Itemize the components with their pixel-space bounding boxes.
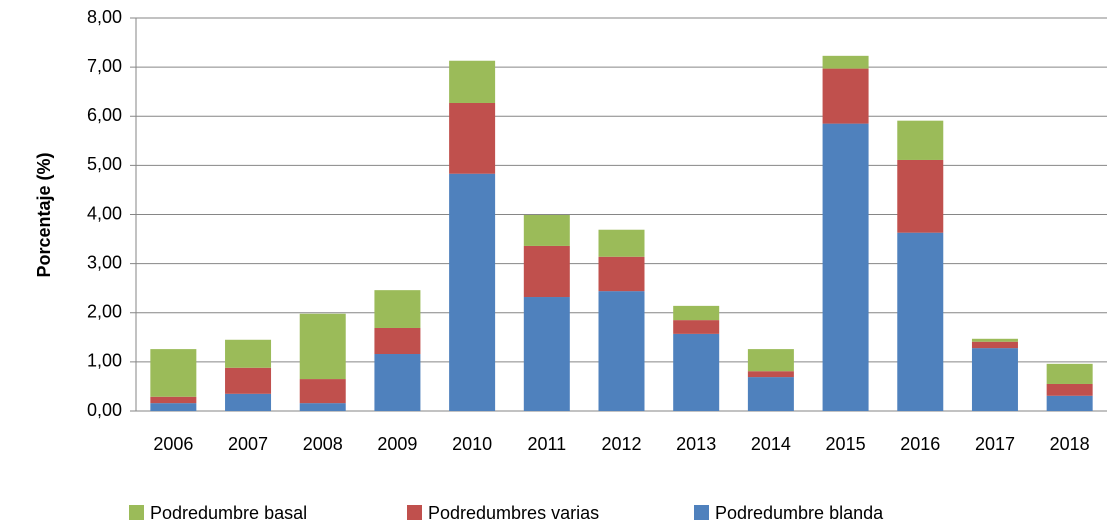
bar-segment bbox=[971, 348, 1018, 411]
x-tick-label: 2017 bbox=[975, 434, 1015, 454]
bar-segment bbox=[225, 339, 272, 368]
bar-segment bbox=[747, 349, 794, 372]
bar-segment bbox=[897, 120, 944, 160]
legend-swatch bbox=[129, 505, 144, 520]
bar-segment bbox=[374, 290, 421, 328]
bar-segment bbox=[449, 173, 496, 411]
y-tick-label: 4,00 bbox=[87, 203, 122, 223]
bar-segment bbox=[523, 297, 570, 411]
x-tick-label: 2014 bbox=[751, 434, 791, 454]
y-tick-label: 3,00 bbox=[87, 252, 122, 272]
y-tick-label: 5,00 bbox=[87, 154, 122, 174]
bar-segment bbox=[523, 214, 570, 246]
bar-segment bbox=[822, 68, 869, 124]
legend-swatch bbox=[407, 505, 422, 520]
bar-segment bbox=[897, 232, 944, 411]
x-tick-label: 2011 bbox=[527, 434, 566, 454]
bar-segment bbox=[299, 313, 346, 380]
bar-segment bbox=[971, 341, 1018, 349]
legend-label: Podredumbre basal bbox=[150, 503, 307, 523]
bar-segment bbox=[598, 256, 645, 292]
bar-segment bbox=[523, 245, 570, 298]
bar-segment bbox=[150, 403, 197, 411]
bar-segment bbox=[747, 371, 794, 378]
bar-segment bbox=[673, 333, 720, 411]
x-tick-label: 2008 bbox=[303, 434, 343, 454]
x-tick-label: 2009 bbox=[377, 434, 417, 454]
y-tick-label: 8,00 bbox=[87, 7, 122, 27]
bar-segment bbox=[673, 320, 720, 334]
bar-segment bbox=[1046, 395, 1093, 411]
legend-label: Podredumbre blanda bbox=[715, 503, 884, 523]
bar-segment bbox=[1046, 363, 1093, 384]
bar-segment bbox=[822, 55, 869, 69]
x-tick-label: 2006 bbox=[153, 434, 193, 454]
x-tick-label: 2018 bbox=[1050, 434, 1090, 454]
x-tick-label: 2012 bbox=[601, 434, 641, 454]
y-tick-label: 6,00 bbox=[87, 105, 122, 125]
bar-segment bbox=[897, 159, 944, 233]
x-tick-label: 2015 bbox=[826, 434, 866, 454]
bar-segment bbox=[374, 354, 421, 411]
bar-segment bbox=[1046, 383, 1093, 396]
bar-segment bbox=[673, 305, 720, 321]
bar-segment bbox=[225, 393, 272, 411]
x-tick-label: 2013 bbox=[676, 434, 716, 454]
x-tick-label: 2007 bbox=[228, 434, 268, 454]
x-tick-label: 2010 bbox=[452, 434, 492, 454]
x-tick-label: 2016 bbox=[900, 434, 940, 454]
bar-segment bbox=[449, 60, 496, 103]
y-axis-label: Porcentaje (%) bbox=[34, 152, 54, 277]
y-tick-label: 7,00 bbox=[87, 56, 122, 76]
bar-segment bbox=[747, 377, 794, 411]
bar-segment bbox=[598, 229, 645, 257]
y-tick-label: 2,00 bbox=[87, 302, 122, 322]
bar-segment bbox=[299, 403, 346, 411]
bar-segment bbox=[598, 291, 645, 411]
bar-segment bbox=[971, 338, 1018, 342]
y-tick-label: 0,00 bbox=[87, 400, 122, 420]
legend-label: Podredumbres varias bbox=[428, 503, 599, 523]
bar-segment bbox=[374, 327, 421, 355]
bar-segment bbox=[150, 396, 197, 404]
y-tick-label: 1,00 bbox=[87, 351, 122, 371]
bar-segment bbox=[225, 367, 272, 394]
bar-segment bbox=[299, 379, 346, 404]
bar-segment bbox=[150, 349, 197, 397]
bar-segment bbox=[822, 123, 869, 412]
legend-swatch bbox=[694, 505, 709, 520]
bar-segment bbox=[449, 102, 496, 174]
